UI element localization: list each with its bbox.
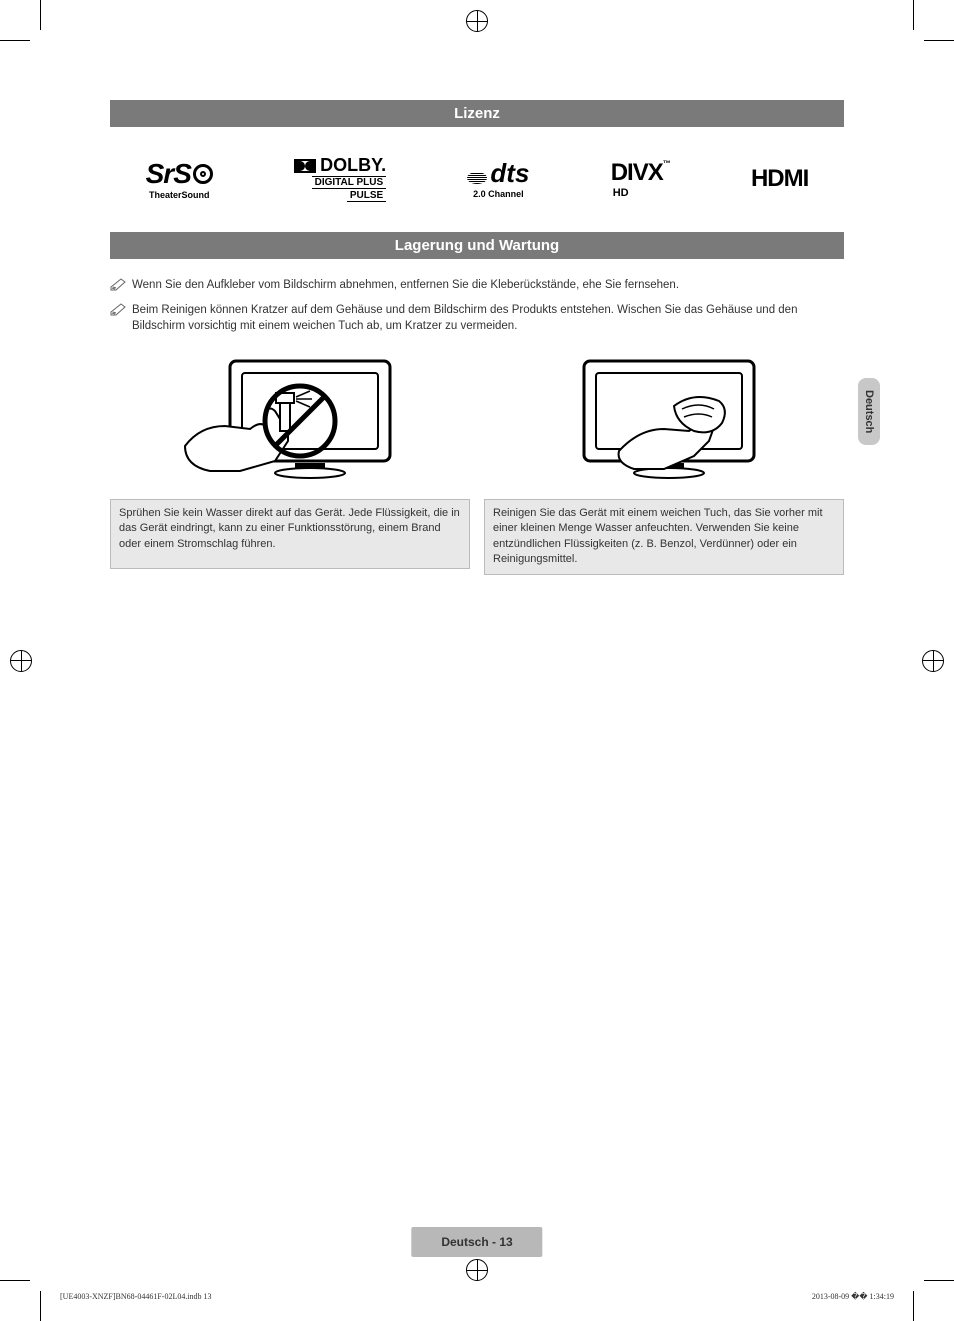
- caption-left: Sprühen Sie kein Wasser direkt auf das G…: [110, 499, 470, 569]
- crop-mark: [40, 1291, 41, 1321]
- notes-list: Wenn Sie den Aufkleber vom Bildschirm ab…: [110, 277, 844, 335]
- diagram-wipe-cloth: [484, 351, 844, 491]
- diagram-row: Sprühen Sie kein Wasser direkt auf das G…: [110, 351, 844, 575]
- page-footer: Deutsch - 13: [411, 1227, 542, 1257]
- section-header-storage: Lagerung und Wartung: [110, 232, 844, 259]
- dts-logo: dts 2.0 Channel: [467, 158, 529, 199]
- divx-logo: DIVX™ HD: [611, 159, 670, 199]
- language-tab: Deutsch: [858, 378, 880, 445]
- note-icon: [110, 302, 126, 316]
- divx-logo-sub: HD: [613, 187, 629, 199]
- diagram-right: Reinigen Sie das Gerät mit einem weichen…: [484, 351, 844, 575]
- divx-logo-text: DIVX: [611, 159, 663, 186]
- caption-right: Reinigen Sie das Gerät mit einem weichen…: [484, 499, 844, 575]
- srs-logo-sub: TheaterSound: [149, 190, 210, 200]
- print-timestamp: 2013-08-09 �� 1:34:19: [812, 1292, 894, 1301]
- crop-mark: [0, 1280, 30, 1281]
- page: Lizenz SrS TheaterSound DOLBY. DIGITAL P…: [0, 0, 954, 1321]
- hdmi-logo: HDMI: [751, 165, 808, 193]
- hdmi-logo-text: HDMI: [751, 165, 808, 193]
- srs-logo-text: SrS: [146, 158, 191, 190]
- note-icon: [110, 277, 126, 291]
- registration-mark-icon: [466, 1259, 488, 1281]
- crop-mark: [924, 1280, 954, 1281]
- dts-disc-icon: [467, 172, 487, 184]
- crop-mark: [913, 0, 914, 30]
- dolby-logo: DOLBY. DIGITAL PLUS PULSE: [294, 155, 386, 202]
- print-file: [UE4003-XNZF]BN68-04461F-02L04.indb 13: [60, 1292, 212, 1301]
- note-item: Beim Reinigen können Kratzer auf dem Geh…: [110, 302, 844, 335]
- print-info: [UE4003-XNZF]BN68-04461F-02L04.indb 13 2…: [60, 1292, 894, 1301]
- section-header-license: Lizenz: [110, 100, 844, 127]
- note-item: Wenn Sie den Aufkleber vom Bildschirm ab…: [110, 277, 844, 294]
- registration-mark-icon: [922, 650, 944, 672]
- dts-logo-sub: 2.0 Channel: [473, 189, 524, 199]
- srs-logo: SrS TheaterSound: [146, 158, 213, 200]
- crop-mark: [924, 40, 954, 41]
- crop-mark: [40, 0, 41, 30]
- registration-mark-icon: [466, 10, 488, 32]
- diagram-dont-spray: [110, 351, 470, 491]
- dolby-logo-text: DOLBY.: [320, 155, 386, 175]
- dts-logo-text: dts: [490, 158, 529, 188]
- dolby-sub: PULSE: [347, 190, 386, 202]
- registration-mark-icon: [10, 650, 32, 672]
- note-text: Beim Reinigen können Kratzer auf dem Geh…: [132, 302, 844, 335]
- dolby-mid: DIGITAL PLUS: [312, 176, 387, 189]
- crop-mark: [0, 40, 30, 41]
- diagram-left: Sprühen Sie kein Wasser direkt auf das G…: [110, 351, 470, 575]
- content-area: Lizenz SrS TheaterSound DOLBY. DIGITAL P…: [110, 100, 844, 575]
- note-text: Wenn Sie den Aufkleber vom Bildschirm ab…: [132, 277, 679, 294]
- license-logos-row: SrS TheaterSound DOLBY. DIGITAL PLUS PUL…: [110, 145, 844, 232]
- dolby-d-icon: [294, 159, 316, 173]
- crop-mark: [913, 1291, 914, 1321]
- srs-circle-icon: [193, 164, 213, 184]
